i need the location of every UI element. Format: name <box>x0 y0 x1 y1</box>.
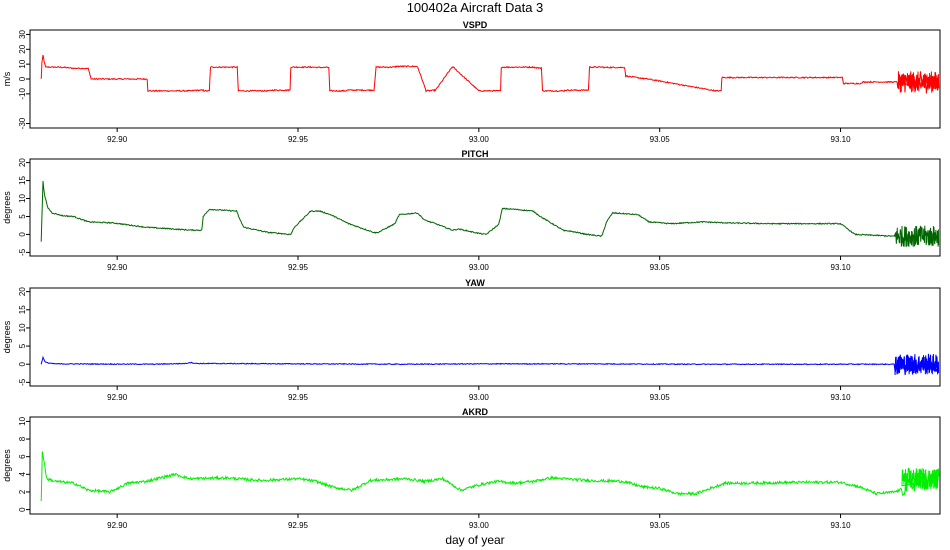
y-tick-label: 0 <box>18 507 27 512</box>
panel-title: PITCH <box>462 149 489 159</box>
x-tick-label: 93.05 <box>650 393 671 402</box>
y-tick-label: 15 <box>18 176 27 185</box>
series-line-yaw <box>40 353 940 376</box>
y-tick-label: 4 <box>18 472 27 477</box>
x-tick-label: 93.05 <box>650 521 671 530</box>
y-tick-label: 10 <box>18 416 27 425</box>
figure-title: 100402a Aircraft Data 3 <box>407 0 544 15</box>
x-tick-label: 92.95 <box>288 393 309 402</box>
x-tick-label: 92.90 <box>107 521 128 530</box>
y-tick-label: 20 <box>18 287 27 296</box>
x-tick-label: 93.00 <box>469 393 490 402</box>
x-tick-label: 93.05 <box>650 135 671 144</box>
plot-frame <box>29 29 941 129</box>
x-tick-label: 93.10 <box>831 263 852 272</box>
x-tick-label: 93.00 <box>469 263 490 272</box>
panel-title: VSPD <box>463 20 488 30</box>
y-tick-label: 10 <box>18 194 27 203</box>
y-axis-label: m/s <box>2 71 12 86</box>
y-tick-label: -5 <box>18 378 27 386</box>
panels: VSPD m/s 92.90 92.95 93.00 93.05 93.10 -30 -10 0 1… <box>2 20 941 530</box>
x-tick-label: 93.10 <box>831 135 852 144</box>
panel-pitch: PITCH degrees 92.90 92.95 93.00 93.05 93.10 -5 0… <box>2 149 941 272</box>
x-tick-label: 92.90 <box>107 393 128 402</box>
x-tick-label: 92.95 <box>288 263 309 272</box>
x-tick-label: 92.95 <box>288 521 309 530</box>
x-tick-label: 93.10 <box>831 521 852 530</box>
y-tick-label: -30 <box>18 117 27 129</box>
y-tick-label: -5 <box>18 248 27 256</box>
y-tick-label: 20 <box>18 158 27 167</box>
y-tick-label: 6 <box>18 454 27 459</box>
x-tick-label: 93.00 <box>469 521 490 530</box>
y-tick-label: 0 <box>18 76 27 81</box>
y-tick-label: 15 <box>18 305 27 314</box>
x-tick-label: 92.90 <box>107 263 128 272</box>
y-tick-label: 20 <box>18 44 27 53</box>
y-tick-label: 10 <box>18 59 27 68</box>
series-line-pitch <box>40 180 940 247</box>
plot-frame <box>29 287 941 387</box>
y-axis-label: degrees <box>2 449 12 482</box>
panel-vspd: VSPD m/s 92.90 92.95 93.00 93.05 93.10 -30 -10 0 1… <box>2 20 941 144</box>
y-tick-label: 30 <box>18 29 27 38</box>
y-axis-label: degrees <box>2 191 12 224</box>
x-tick-label: 92.90 <box>107 135 128 144</box>
y-tick-label: 5 <box>18 214 27 219</box>
y-tick-label: 10 <box>18 323 27 332</box>
y-tick-label: -10 <box>18 88 27 100</box>
y-tick-label: 0 <box>18 232 27 237</box>
y-tick-label: 5 <box>18 343 27 348</box>
plot-frame <box>29 158 941 257</box>
y-tick-label: 8 <box>18 436 27 441</box>
y-tick-label: 2 <box>18 489 27 494</box>
series-line-vspd <box>40 54 940 95</box>
x-tick-label: 92.95 <box>288 135 309 144</box>
x-tick-label: 93.05 <box>650 263 671 272</box>
plot-frame <box>29 416 941 515</box>
series-line-akrd <box>40 451 940 502</box>
y-tick-label: 0 <box>18 361 27 366</box>
panel-title: AKRD <box>462 407 488 417</box>
panel-yaw: YAW degrees 92.90 92.95 93.00 93.05 93.10 -5 0 5 1… <box>2 278 941 402</box>
x-tick-label: 93.10 <box>831 393 852 402</box>
y-axis-label: degrees <box>2 320 12 353</box>
x-tick-label: 93.00 <box>469 135 490 144</box>
panel-akrd: AKRD degrees 92.90 92.95 93.00 93.05 93.10 0 2 4 6… <box>2 407 941 530</box>
x-axis-label: day of year <box>445 533 504 547</box>
panel-title: YAW <box>465 278 485 288</box>
